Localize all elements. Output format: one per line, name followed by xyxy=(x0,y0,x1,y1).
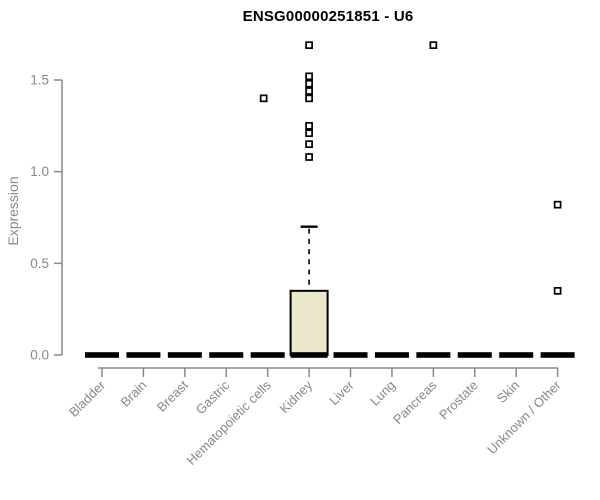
collapsed-box xyxy=(540,352,575,358)
x-tick-label: Liver xyxy=(326,377,357,408)
box-unknown-other xyxy=(540,200,575,358)
outlier-point xyxy=(305,140,313,149)
box-gastric xyxy=(209,352,244,358)
box-prostate xyxy=(457,352,492,358)
outlier-point xyxy=(429,41,438,50)
collapsed-box xyxy=(126,352,161,358)
collapsed-box xyxy=(209,352,244,358)
box-bladder xyxy=(85,352,119,358)
box-breast xyxy=(167,352,202,358)
collapsed-box xyxy=(250,352,285,358)
outlier-point xyxy=(305,129,313,138)
x-tick-label: Lung xyxy=(367,378,398,409)
outlier-point xyxy=(305,153,313,161)
outlier-point xyxy=(305,121,313,130)
collapsed-box xyxy=(457,352,492,358)
x-tick-label: Bladder xyxy=(66,377,109,420)
box-liver xyxy=(333,352,368,358)
x-tick-label: Skin xyxy=(494,378,522,406)
box-body xyxy=(289,289,329,356)
outlier-point xyxy=(305,41,313,50)
collapsed-box xyxy=(374,352,409,358)
outlier-point xyxy=(305,94,313,103)
y-tick-label: 0.0 xyxy=(30,348,49,363)
x-tick-label: Breast xyxy=(154,377,191,414)
x-tick-label: Prostate xyxy=(436,378,481,423)
collapsed-box xyxy=(416,352,451,358)
x-tick-label: Brain xyxy=(117,378,149,410)
collapsed-box xyxy=(85,352,119,358)
collapsed-box xyxy=(167,352,202,358)
outlier-point xyxy=(305,87,313,95)
outlier-point xyxy=(553,200,562,209)
x-tick-label: Pancreas xyxy=(390,377,440,427)
x-tick-label: Unknown / Other xyxy=(484,377,564,457)
chart-title: ENSG00000251851 - U6 xyxy=(242,8,414,25)
box-pancreas xyxy=(416,41,451,358)
median-line xyxy=(290,352,328,358)
outlier-point xyxy=(305,79,313,88)
box-hematopoietic-cells xyxy=(250,94,285,358)
box-skin xyxy=(499,352,534,358)
y-tick-label: 0.5 xyxy=(30,256,49,271)
outlier-point xyxy=(305,72,313,81)
collapsed-box xyxy=(499,352,534,358)
outlier-point xyxy=(259,94,268,103)
x-tick-label: Gastric xyxy=(193,377,233,417)
y-tick-label: 1.5 xyxy=(30,73,49,88)
y-tick-label: 1.0 xyxy=(30,164,49,179)
collapsed-box xyxy=(333,352,368,358)
box-lung xyxy=(374,352,409,358)
box-brain xyxy=(126,352,161,358)
x-tick-label: Kidney xyxy=(277,377,316,416)
box-kidney xyxy=(289,41,329,358)
outlier-point xyxy=(553,286,562,295)
